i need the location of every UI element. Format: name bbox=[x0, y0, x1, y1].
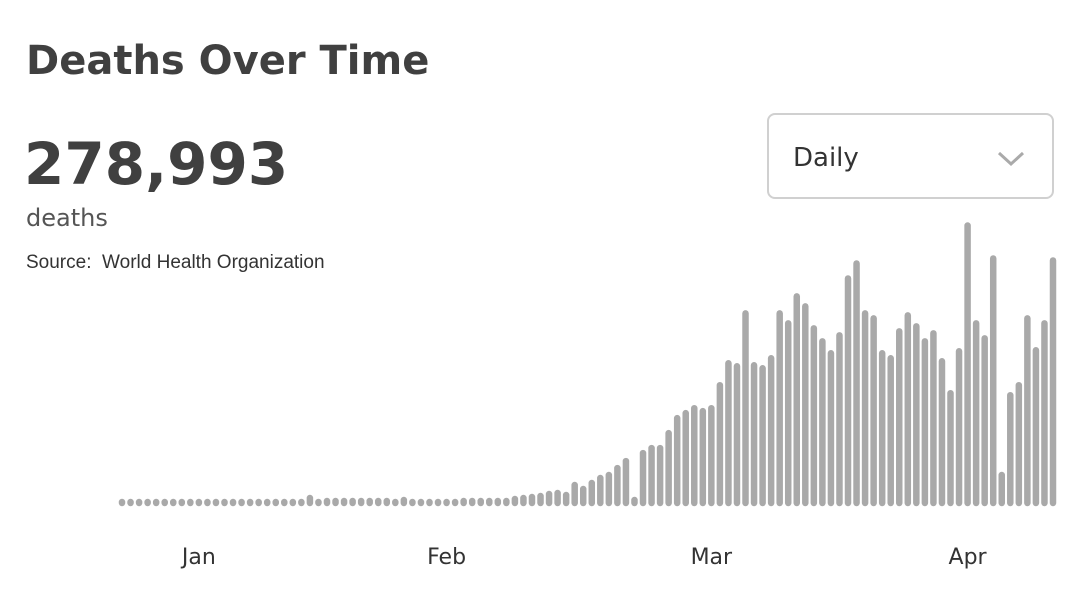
dropdown-value: Daily bbox=[793, 143, 859, 173]
title: Deaths Over Time bbox=[26, 38, 430, 84]
x-tick-label: Mar bbox=[691, 545, 733, 570]
x-tick-label: Jan bbox=[180, 545, 216, 570]
source-name: World Health Organization bbox=[102, 252, 325, 273]
x-tick-label: Feb bbox=[427, 545, 466, 570]
source-label: Source: bbox=[26, 252, 92, 273]
total-unit: deaths bbox=[26, 204, 108, 232]
dropdown[interactable]: Daily bbox=[767, 113, 1054, 199]
x-tick-label: Apr bbox=[949, 545, 988, 570]
total: 278,993 bbox=[24, 130, 289, 198]
source: Source: World Health Organization bbox=[26, 252, 325, 274]
chevron bbox=[997, 151, 1025, 167]
